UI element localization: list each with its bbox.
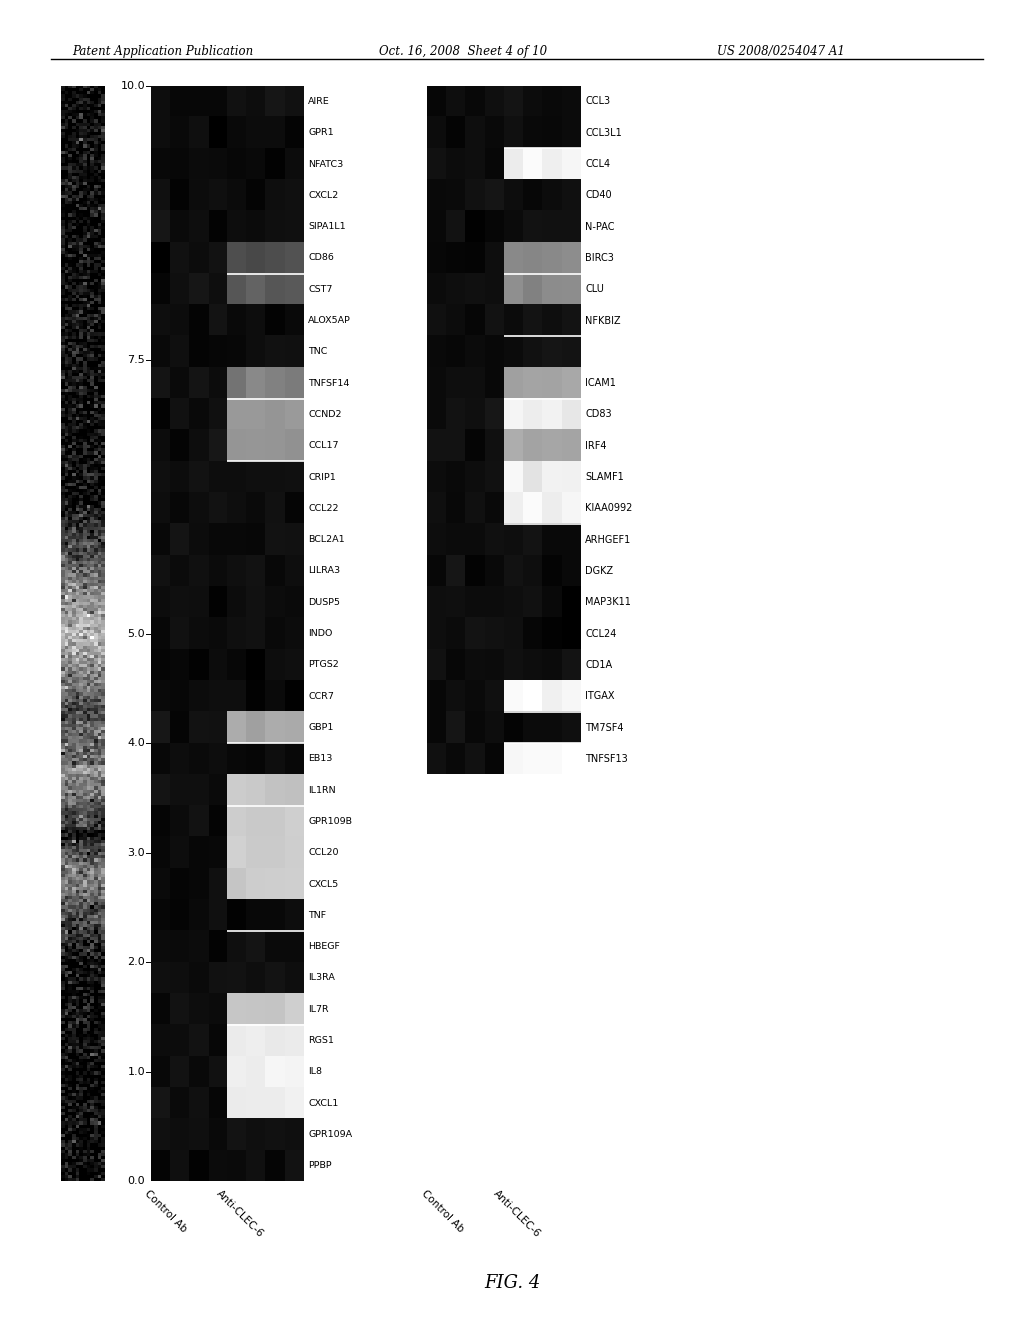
Text: CD83: CD83 bbox=[585, 409, 611, 420]
Text: CLU: CLU bbox=[585, 284, 604, 294]
Text: CST7: CST7 bbox=[308, 285, 333, 294]
Text: GPR1: GPR1 bbox=[308, 128, 334, 137]
Text: DGKZ: DGKZ bbox=[585, 566, 613, 576]
Text: TNFSF13: TNFSF13 bbox=[585, 754, 628, 764]
Text: 7.5: 7.5 bbox=[127, 355, 145, 364]
Text: RGS1: RGS1 bbox=[308, 1036, 334, 1045]
Text: IRF4: IRF4 bbox=[585, 441, 606, 451]
Text: ICAM1: ICAM1 bbox=[585, 378, 616, 388]
Text: NFKBIZ: NFKBIZ bbox=[585, 315, 621, 326]
Text: IL7R: IL7R bbox=[308, 1005, 329, 1014]
Text: CRIP1: CRIP1 bbox=[308, 473, 336, 482]
Text: AIRE: AIRE bbox=[308, 96, 330, 106]
Text: CCR7: CCR7 bbox=[308, 692, 334, 701]
Text: PTGS2: PTGS2 bbox=[308, 660, 339, 669]
Text: FIG. 4: FIG. 4 bbox=[483, 1274, 541, 1292]
Text: 4.0: 4.0 bbox=[127, 738, 145, 748]
Text: IL8: IL8 bbox=[308, 1068, 322, 1076]
Text: Control Ab: Control Ab bbox=[143, 1188, 189, 1234]
Text: TNFSF14: TNFSF14 bbox=[308, 379, 349, 388]
Text: CXCL5: CXCL5 bbox=[308, 879, 338, 888]
Text: EB13: EB13 bbox=[308, 754, 333, 763]
Text: Oct. 16, 2008  Sheet 4 of 10: Oct. 16, 2008 Sheet 4 of 10 bbox=[379, 45, 547, 58]
Text: CCL17: CCL17 bbox=[308, 441, 339, 450]
Text: CCL4: CCL4 bbox=[585, 158, 610, 169]
Text: 5.0: 5.0 bbox=[127, 628, 145, 639]
Text: GBP1: GBP1 bbox=[308, 723, 334, 733]
Text: 2.0: 2.0 bbox=[127, 957, 145, 968]
Text: TM7SF4: TM7SF4 bbox=[585, 722, 624, 733]
Text: CD1A: CD1A bbox=[585, 660, 612, 671]
Text: CCL20: CCL20 bbox=[308, 849, 339, 857]
Text: Anti-CLEC-6: Anti-CLEC-6 bbox=[492, 1188, 543, 1239]
Text: SLAMF1: SLAMF1 bbox=[585, 473, 624, 482]
Text: NFATC3: NFATC3 bbox=[308, 160, 343, 169]
Text: PPBP: PPBP bbox=[308, 1162, 332, 1171]
Text: CXCL2: CXCL2 bbox=[308, 191, 338, 199]
Text: TNF: TNF bbox=[308, 911, 327, 920]
Text: 10.0: 10.0 bbox=[121, 81, 145, 91]
Text: TNC: TNC bbox=[308, 347, 328, 356]
Text: BCL2A1: BCL2A1 bbox=[308, 535, 345, 544]
Text: 0.0: 0.0 bbox=[127, 1176, 145, 1187]
Text: SIPA1L1: SIPA1L1 bbox=[308, 222, 346, 231]
Text: IL3RA: IL3RA bbox=[308, 973, 335, 982]
Text: US 2008/0254047 A1: US 2008/0254047 A1 bbox=[717, 45, 845, 58]
Text: 1.0: 1.0 bbox=[127, 1067, 145, 1077]
Text: CCL3L1: CCL3L1 bbox=[585, 128, 622, 137]
Text: Anti-CLEC-6: Anti-CLEC-6 bbox=[215, 1188, 266, 1239]
Text: 3.0: 3.0 bbox=[127, 847, 145, 858]
Text: HBEGF: HBEGF bbox=[308, 942, 340, 952]
Text: DUSP5: DUSP5 bbox=[308, 598, 340, 607]
Text: ITGAX: ITGAX bbox=[585, 692, 614, 701]
Text: MAP3K11: MAP3K11 bbox=[585, 597, 631, 607]
Text: Control Ab: Control Ab bbox=[420, 1188, 465, 1234]
Text: CCL24: CCL24 bbox=[585, 628, 616, 639]
Text: KIAA0992: KIAA0992 bbox=[585, 503, 633, 513]
Text: CCND2: CCND2 bbox=[308, 411, 342, 418]
Text: Patent Application Publication: Patent Application Publication bbox=[72, 45, 253, 58]
Text: ARHGEF1: ARHGEF1 bbox=[585, 535, 632, 545]
Text: CD40: CD40 bbox=[585, 190, 611, 201]
Text: CCL22: CCL22 bbox=[308, 504, 339, 513]
Text: LILRA3: LILRA3 bbox=[308, 566, 340, 576]
Text: BIRC3: BIRC3 bbox=[585, 253, 614, 263]
Text: N-PAC: N-PAC bbox=[585, 222, 614, 232]
Text: GPR109A: GPR109A bbox=[308, 1130, 352, 1139]
Text: GPR109B: GPR109B bbox=[308, 817, 352, 826]
Text: IL1RN: IL1RN bbox=[308, 785, 336, 795]
Text: CCL3: CCL3 bbox=[585, 96, 610, 107]
Text: CXCL1: CXCL1 bbox=[308, 1098, 338, 1107]
Text: ALOX5AP: ALOX5AP bbox=[308, 315, 351, 325]
Text: INDO: INDO bbox=[308, 630, 333, 638]
Text: CD86: CD86 bbox=[308, 253, 334, 263]
